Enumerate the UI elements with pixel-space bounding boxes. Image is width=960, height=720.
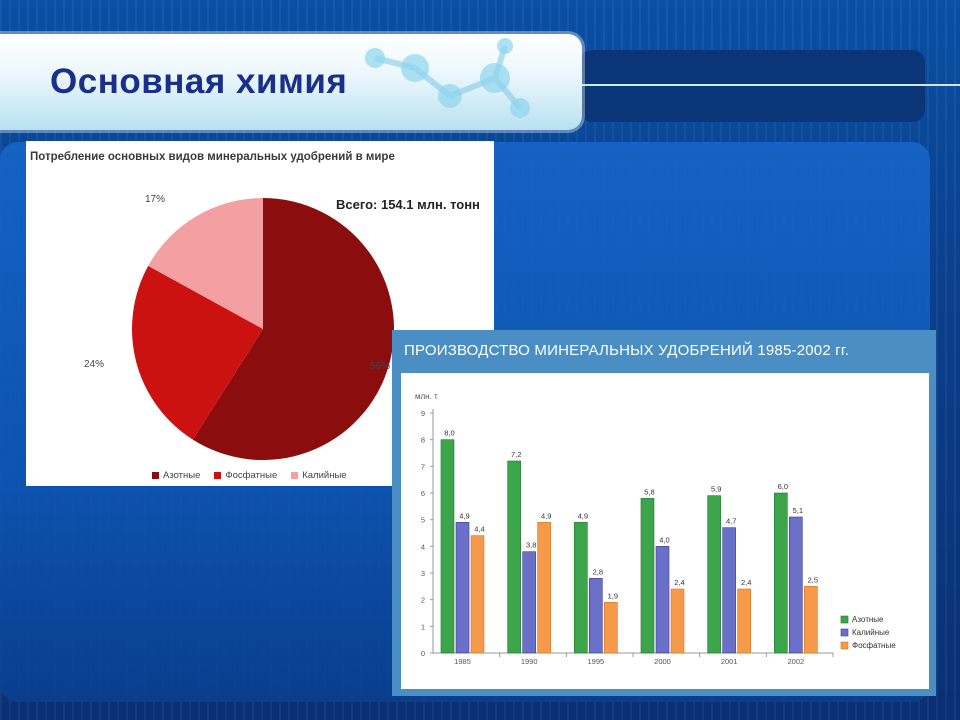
- bar-azot: [574, 522, 588, 654]
- bar-phos: [537, 522, 551, 654]
- legend-label: Фосфатные: [852, 641, 896, 650]
- legend-item: Калийные: [291, 470, 347, 481]
- legend-label: Азотные: [163, 470, 201, 481]
- bar-kali: [589, 578, 603, 654]
- bar-kali: [655, 546, 670, 654]
- y-tick-label: 1: [421, 622, 425, 631]
- y-tick-label: 6: [421, 489, 425, 498]
- bar-value-label: 1,9: [608, 591, 618, 600]
- y-tick-label: 5: [421, 516, 425, 525]
- bar-phos: [604, 602, 618, 654]
- legend-label: Фосфатные: [225, 470, 278, 481]
- bar-kali: [522, 551, 536, 654]
- bar-value-label: 8,0: [444, 429, 454, 438]
- legend-item: Азотные: [152, 470, 200, 481]
- legend-swatch: [840, 615, 849, 624]
- bar-value-label: 6,0: [778, 482, 788, 491]
- bar-value-label: 4,4: [474, 525, 484, 534]
- pie-slice-azot: [192, 198, 394, 460]
- bar-value-label: 3,8: [526, 541, 536, 550]
- bar-chart-area: млн. т 0 1 2 3 4 5 6 7 8 9 8,0 4,9 4,4 1985 7,2 3,8 4,9 19…: [401, 373, 929, 689]
- x-tick-label: 1985: [454, 657, 471, 666]
- x-tick-label: 2000: [654, 657, 671, 666]
- pie-slice-kali: [148, 198, 263, 329]
- bar-value-label: 2,4: [741, 578, 751, 587]
- y-tick-label: 8: [421, 436, 425, 445]
- bar-value-label: 4,9: [541, 511, 551, 520]
- bar-azot: [440, 439, 455, 654]
- pie-label-kali: 17%: [145, 194, 166, 205]
- y-tick-label: 3: [421, 569, 425, 578]
- bar-phos: [470, 535, 485, 654]
- pie-chart-card: Потребление основных видов минеральных у…: [26, 141, 494, 486]
- y-tick-label: 0: [421, 649, 425, 658]
- pie-legend: Азотные Фосфатные Калийные: [152, 470, 347, 481]
- legend-item: Фосфатные: [214, 470, 277, 481]
- x-tick-label: 2002: [787, 657, 804, 666]
- y-tick-label: 9: [421, 409, 425, 418]
- bar-azot: [640, 498, 655, 654]
- bar-kali: [455, 522, 470, 654]
- bar-value-label: 2,8: [593, 567, 603, 576]
- x-tick-label: 1995: [587, 657, 604, 666]
- bar-chart-title: ПРОИЗВОДСТВО МИНЕРАЛЬНЫХ УДОБРЕНИЙ 1985-…: [404, 342, 850, 359]
- bar-phos: [737, 588, 751, 654]
- bar-value-label: 4,9: [578, 511, 588, 520]
- bar-kali: [789, 516, 803, 654]
- bar-value-label: 2,5: [808, 575, 818, 584]
- pie-label-phos: 24%: [84, 359, 105, 370]
- y-axis-label: млн. т: [415, 392, 438, 401]
- bar-kali: [722, 527, 736, 654]
- legend-swatch: [214, 472, 222, 479]
- bar-value-label: 4,0: [659, 535, 669, 544]
- bar-value-label: 5,1: [793, 506, 803, 515]
- bar-azot: [507, 460, 521, 654]
- legend-label: Азотные: [852, 615, 884, 624]
- bar-azot: [774, 492, 788, 654]
- molecule-decoration-icon: [365, 38, 530, 118]
- pie-slice-phos: [132, 265, 263, 440]
- x-tick-label: 1990: [521, 657, 538, 666]
- bar-azot: [707, 495, 721, 654]
- bar-value-label: 2,4: [674, 578, 684, 587]
- slide-title: Основная химия: [50, 62, 348, 101]
- bar-value-label: 4,7: [726, 517, 736, 526]
- bar-phos: [804, 586, 818, 654]
- bar-value-label: 5,8: [644, 487, 654, 496]
- legend-swatch: [152, 472, 159, 479]
- y-tick-label: 2: [421, 596, 425, 605]
- pie-label-azot: 59%: [370, 361, 391, 372]
- y-tick-label: 7: [421, 462, 425, 471]
- x-tick-label: 2001: [721, 657, 738, 666]
- bar-value-label: 7,2: [511, 450, 521, 459]
- header-dark-panel: [580, 50, 925, 122]
- legend-swatch: [291, 472, 299, 479]
- bar-value-label: 4,9: [459, 511, 469, 520]
- legend-swatch: [840, 628, 849, 637]
- pie-chart: [132, 198, 394, 460]
- bar-chart-card: ПРОИЗВОДСТВО МИНЕРАЛЬНЫХ УДОБРЕНИЙ 1985-…: [392, 330, 936, 696]
- legend-swatch: [840, 641, 849, 650]
- legend-label: Калийные: [302, 470, 347, 481]
- pie-chart-title: Потребление основных видов минеральных у…: [30, 151, 395, 163]
- title-divider: [582, 84, 960, 86]
- bar-chart: млн. т 0 1 2 3 4 5 6 7 8 9 8,0 4,9 4,4 1985 7,2 3,8 4,9 19…: [415, 392, 896, 666]
- bar-phos: [670, 588, 685, 654]
- pie-chart-total: Всего: 154.1 млн. тонн: [336, 197, 480, 212]
- legend-label: Калийные: [852, 628, 890, 637]
- y-tick-label: 4: [421, 542, 425, 551]
- bar-value-label: 5,9: [711, 485, 721, 494]
